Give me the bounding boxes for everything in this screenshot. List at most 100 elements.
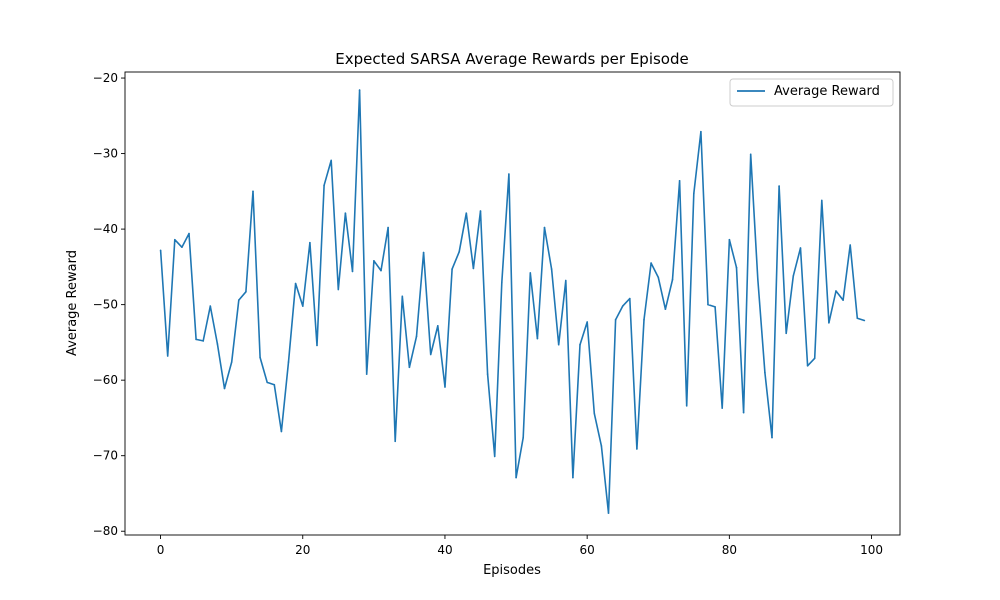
data-point: [678, 180, 681, 182]
y-axis-label: Average Reward: [65, 250, 80, 356]
data-point: [700, 130, 702, 133]
data-point: [842, 299, 844, 301]
data-point: [209, 305, 212, 307]
data-point: [600, 445, 603, 447]
data-point: [849, 244, 851, 246]
data-point: [472, 267, 475, 270]
legend-label: Average Reward: [774, 84, 880, 99]
y-tick-label: −20: [93, 71, 118, 85]
data-point: [245, 291, 247, 293]
data-point: [714, 306, 716, 308]
data-point: [629, 297, 631, 300]
data-point: [813, 357, 816, 360]
data-point: [863, 319, 866, 322]
y-axis: −80 −70 −60 −50 −40 −30 −20: [93, 71, 125, 538]
data-point: [437, 325, 439, 327]
data-point: [259, 356, 261, 359]
data-point: [387, 226, 389, 229]
data-point: [821, 199, 823, 202]
data-point: [266, 381, 269, 384]
data-point: [458, 251, 461, 253]
data-point: [778, 185, 780, 187]
data-point: [785, 332, 787, 335]
data-point: [621, 305, 624, 307]
x-tick-label: 100: [860, 543, 883, 557]
data-point: [415, 335, 418, 338]
chart-title: Expected SARSA Average Rewards per Episo…: [335, 50, 688, 68]
data-point: [728, 238, 731, 241]
data-point: [195, 338, 197, 341]
y-tick-label: −40: [93, 222, 118, 236]
y-tick-label: −30: [93, 147, 118, 161]
data-point: [835, 290, 837, 292]
data-point: [408, 366, 411, 369]
data-point: [707, 303, 709, 306]
y-tick-label: −80: [93, 524, 118, 538]
series-points: [159, 89, 866, 514]
data-point: [735, 266, 738, 269]
data-point: [579, 343, 581, 346]
data-point: [586, 321, 588, 323]
data-point: [373, 260, 375, 262]
data-point: [650, 262, 652, 264]
data-point: [671, 278, 674, 281]
data-point: [223, 387, 226, 390]
data-point: [636, 448, 638, 450]
plot-frame: [124, 71, 901, 536]
data-point: [479, 210, 482, 212]
data-point: [607, 512, 610, 514]
data-point: [358, 89, 361, 91]
data-point: [323, 184, 325, 187]
data-point: [572, 476, 574, 479]
data-point: [159, 249, 162, 252]
data-point: [664, 308, 667, 311]
data-point: [216, 343, 219, 345]
x-tick-label: 20: [295, 543, 310, 557]
x-tick-label: 0: [157, 543, 165, 557]
data-point: [550, 268, 553, 270]
data-point: [230, 361, 233, 363]
data-point: [501, 281, 503, 284]
data-point: [344, 212, 347, 214]
data-point: [273, 383, 276, 386]
data-point: [294, 282, 297, 285]
data-point: [429, 353, 432, 356]
data-point: [515, 476, 517, 479]
data-point: [380, 269, 382, 272]
x-axis-label: Episodes: [483, 563, 541, 578]
data-point: [806, 365, 809, 367]
data-point: [557, 343, 560, 346]
data-point: [614, 318, 617, 321]
data-point: [856, 317, 859, 320]
y-tick-label: −70: [93, 449, 118, 463]
data-point: [451, 268, 453, 270]
data-point: [465, 212, 468, 214]
x-axis: 0 20 40 60 80 100: [157, 535, 883, 557]
data-point: [749, 153, 752, 156]
data-point: [685, 405, 688, 407]
y-tick-label: −50: [93, 298, 118, 312]
data-point: [330, 159, 333, 162]
data-point: [166, 355, 169, 357]
data-point: [529, 272, 532, 274]
data-point: [828, 322, 830, 324]
y-tick-label: −60: [93, 373, 118, 387]
x-tick-label: 60: [580, 543, 595, 557]
data-point: [351, 270, 354, 273]
data-point: [757, 278, 759, 280]
data-point: [174, 238, 176, 241]
x-tick-label: 40: [437, 543, 452, 557]
data-point: [444, 386, 446, 388]
data-point: [280, 430, 283, 433]
data-point: [742, 411, 745, 414]
data-point: [721, 407, 723, 409]
x-tick-label: 80: [722, 543, 737, 557]
data-point: [522, 436, 524, 439]
data-point: [643, 318, 645, 321]
data-point: [316, 344, 318, 347]
data-point: [764, 371, 766, 374]
series-line-average-reward: [159, 89, 865, 514]
data-point: [486, 373, 489, 375]
data-point: [337, 288, 340, 291]
data-point: [202, 340, 204, 342]
